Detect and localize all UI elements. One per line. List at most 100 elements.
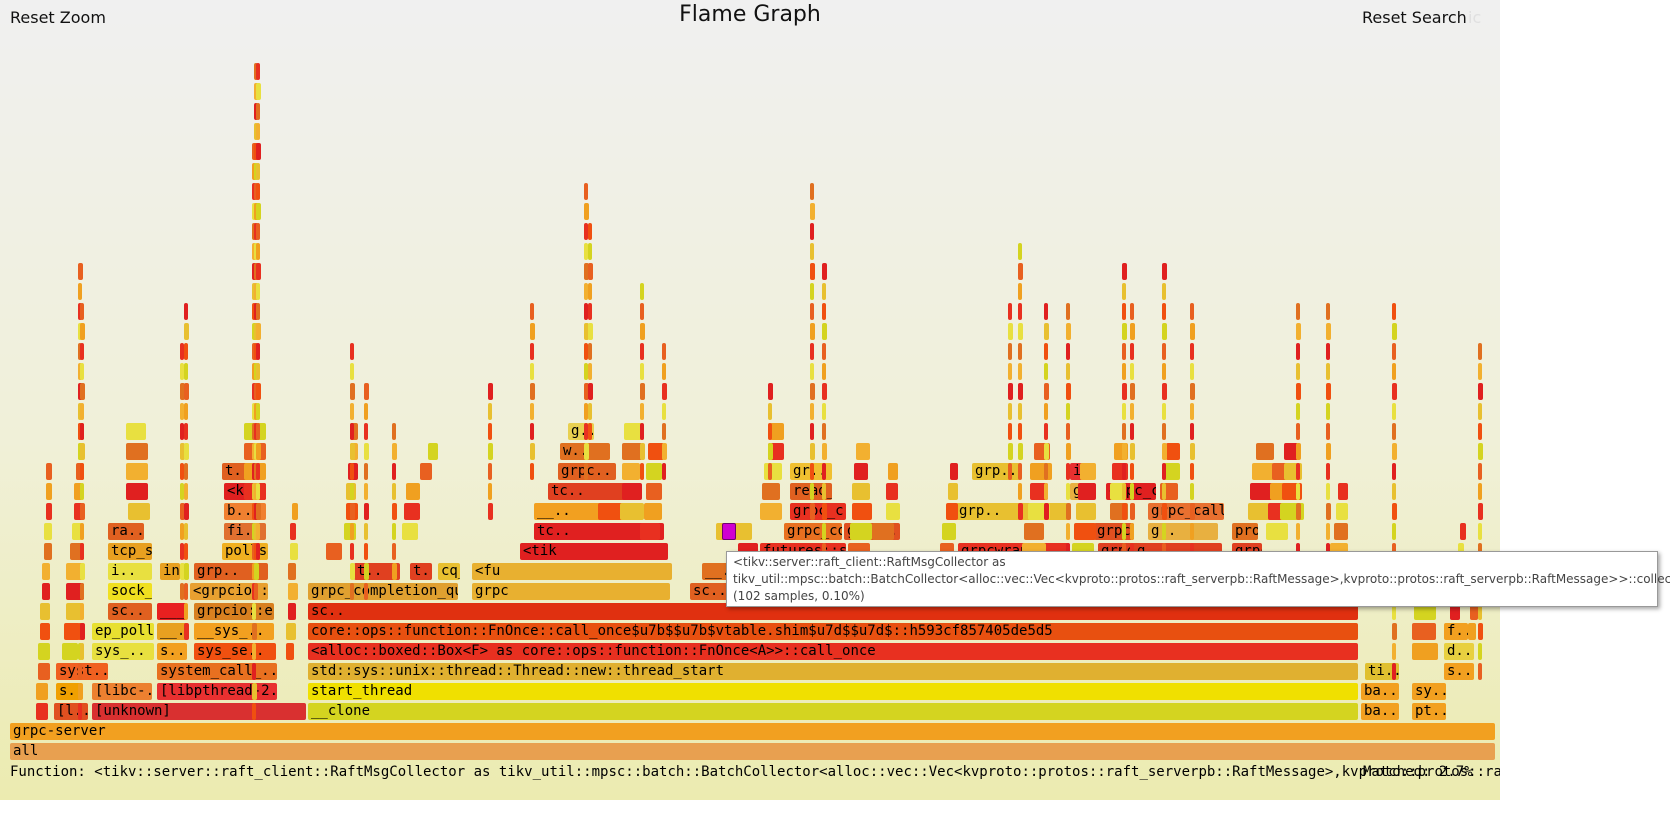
flame-frame-thin[interactable] [1296,523,1300,540]
flame-frame-thin[interactable] [584,403,588,420]
flame-frame[interactable]: protobu.. [1232,523,1258,540]
flame-frame-thin[interactable] [1130,383,1135,400]
flame-frame-thin[interactable] [1392,423,1396,440]
flame-frame-thin[interactable] [1478,663,1482,680]
flame-frame-small[interactable] [40,603,50,620]
flame-frame-thin[interactable] [350,383,355,400]
flame-frame-thin[interactable] [254,563,259,580]
flame-frame[interactable]: <tik [520,543,668,560]
flame-frame-thin[interactable] [1122,463,1126,480]
flame-frame-thin[interactable] [1392,603,1396,620]
flame-frame-thin[interactable] [1044,443,1049,460]
flame-frame-thin[interactable] [184,623,189,640]
flame-frame-thin[interactable] [1326,403,1330,420]
flame-frame-thin[interactable] [1190,463,1194,480]
flame-frame-thin[interactable] [184,303,188,320]
flame-frame-thin[interactable] [1392,523,1396,540]
flame-frame-thin[interactable] [252,623,257,640]
flame-frame-small[interactable] [1166,443,1180,460]
flame-frame-thin[interactable] [1044,303,1048,320]
flame-frame-thin[interactable] [810,263,815,280]
flame-frame-thin[interactable] [488,443,493,460]
flame-frame-thin[interactable] [256,503,261,520]
flame-frame-thin[interactable] [256,203,261,220]
flame-frame-thin[interactable] [588,423,592,440]
flame-frame-thin[interactable] [584,463,588,480]
flame-frame-thin[interactable] [256,343,260,360]
flame-frame-thin[interactable] [1122,423,1126,440]
flame-frame-small[interactable] [856,443,870,460]
flame-frame-small[interactable] [646,483,662,500]
flame-frame-thin[interactable] [184,383,189,400]
flame-frame[interactable]: ba.. [1361,703,1399,720]
flame-frame[interactable]: tcp_s.. [108,543,152,560]
flame-frame-thin[interactable] [1162,343,1166,360]
flame-frame-thin[interactable] [1008,343,1012,360]
flame-frame-small[interactable] [44,523,52,540]
flame-frame-thin[interactable] [662,383,667,400]
flame-frame-small[interactable] [286,623,296,640]
flame-frame-thin[interactable] [256,403,260,420]
flame-frame[interactable]: sock_s.. [108,583,152,600]
flame-frame-small[interactable] [72,523,82,540]
flame-frame-small[interactable] [1468,623,1476,640]
flame-frame-thin[interactable] [810,203,815,220]
flame-frame-thin[interactable] [1066,403,1070,420]
flame-frame[interactable]: <fu [472,563,672,580]
flame-frame-thin[interactable] [1478,363,1482,380]
flame-frame-small[interactable] [1256,443,1274,460]
flame-frame-thin[interactable] [78,683,83,700]
flame-frame[interactable]: system_call_.. [157,663,277,680]
flame-frame-thin[interactable] [78,703,82,720]
flame-frame-thin[interactable] [822,403,826,420]
flame-frame-thin[interactable] [1044,383,1049,400]
flame-frame[interactable]: grp.. [972,463,1020,480]
flame-frame-small[interactable] [406,483,420,500]
flame-frame-thin[interactable] [256,103,260,120]
flame-frame-thin[interactable] [184,543,188,560]
flame-frame-thin[interactable] [180,503,185,520]
flame-frame-thin[interactable] [1326,343,1330,360]
flame-frame-small[interactable] [872,523,894,540]
flame-frame-thin[interactable] [1162,303,1166,320]
flame-frame-thin[interactable] [364,503,369,520]
flame-frame-thin[interactable] [584,263,589,280]
flame-frame-thin[interactable] [584,363,588,380]
flame-frame-small[interactable] [1252,463,1274,480]
flame-frame-thin[interactable] [256,443,261,460]
flame-frame-thin[interactable] [584,383,589,400]
flame-frame-thin[interactable] [180,403,184,420]
flame-frame-thin[interactable] [392,483,396,500]
flame-frame-small[interactable] [948,483,958,500]
flame-frame[interactable]: __sys_.. [194,623,274,640]
flame-frame-thin[interactable] [350,443,355,460]
flame-frame-thin[interactable] [1044,483,1048,500]
flame-frame-thin[interactable] [256,243,260,260]
flame-frame-thin[interactable] [810,383,815,400]
flame-frame[interactable]: s.. [56,683,82,700]
flame-frame[interactable]: all [10,743,1495,760]
flame-frame-thin[interactable] [488,503,493,520]
flame-frame-thin[interactable] [256,223,260,240]
flame-frame-small[interactable] [404,503,420,520]
flame-frame-thin[interactable] [1478,423,1482,440]
flame-frame-thin[interactable] [1392,343,1396,360]
flame-frame-thin[interactable] [584,303,588,320]
flame-frame-thin[interactable] [530,303,534,320]
flame-frame-thin[interactable] [1130,443,1135,460]
flame-frame-thin[interactable] [350,403,354,420]
flame-frame-thin[interactable] [252,683,257,700]
flame-frame-thin[interactable] [1122,363,1126,380]
flame-frame-thin[interactable] [1296,463,1300,480]
flame-frame-thin[interactable] [1162,263,1167,280]
flame-frame-thin[interactable] [822,283,826,300]
flame-frame-thin[interactable] [588,323,593,340]
flame-frame-thin[interactable] [662,363,666,380]
flame-frame[interactable]: __.. [702,563,728,580]
flame-frame-small[interactable] [1412,623,1436,640]
flame-frame-thin[interactable] [256,283,260,300]
flame-frame-thin[interactable] [184,583,188,600]
flame-frame-thin[interactable] [1066,523,1070,540]
flame-frame-thin[interactable] [364,583,368,600]
flame-frame-thin[interactable] [530,383,535,400]
